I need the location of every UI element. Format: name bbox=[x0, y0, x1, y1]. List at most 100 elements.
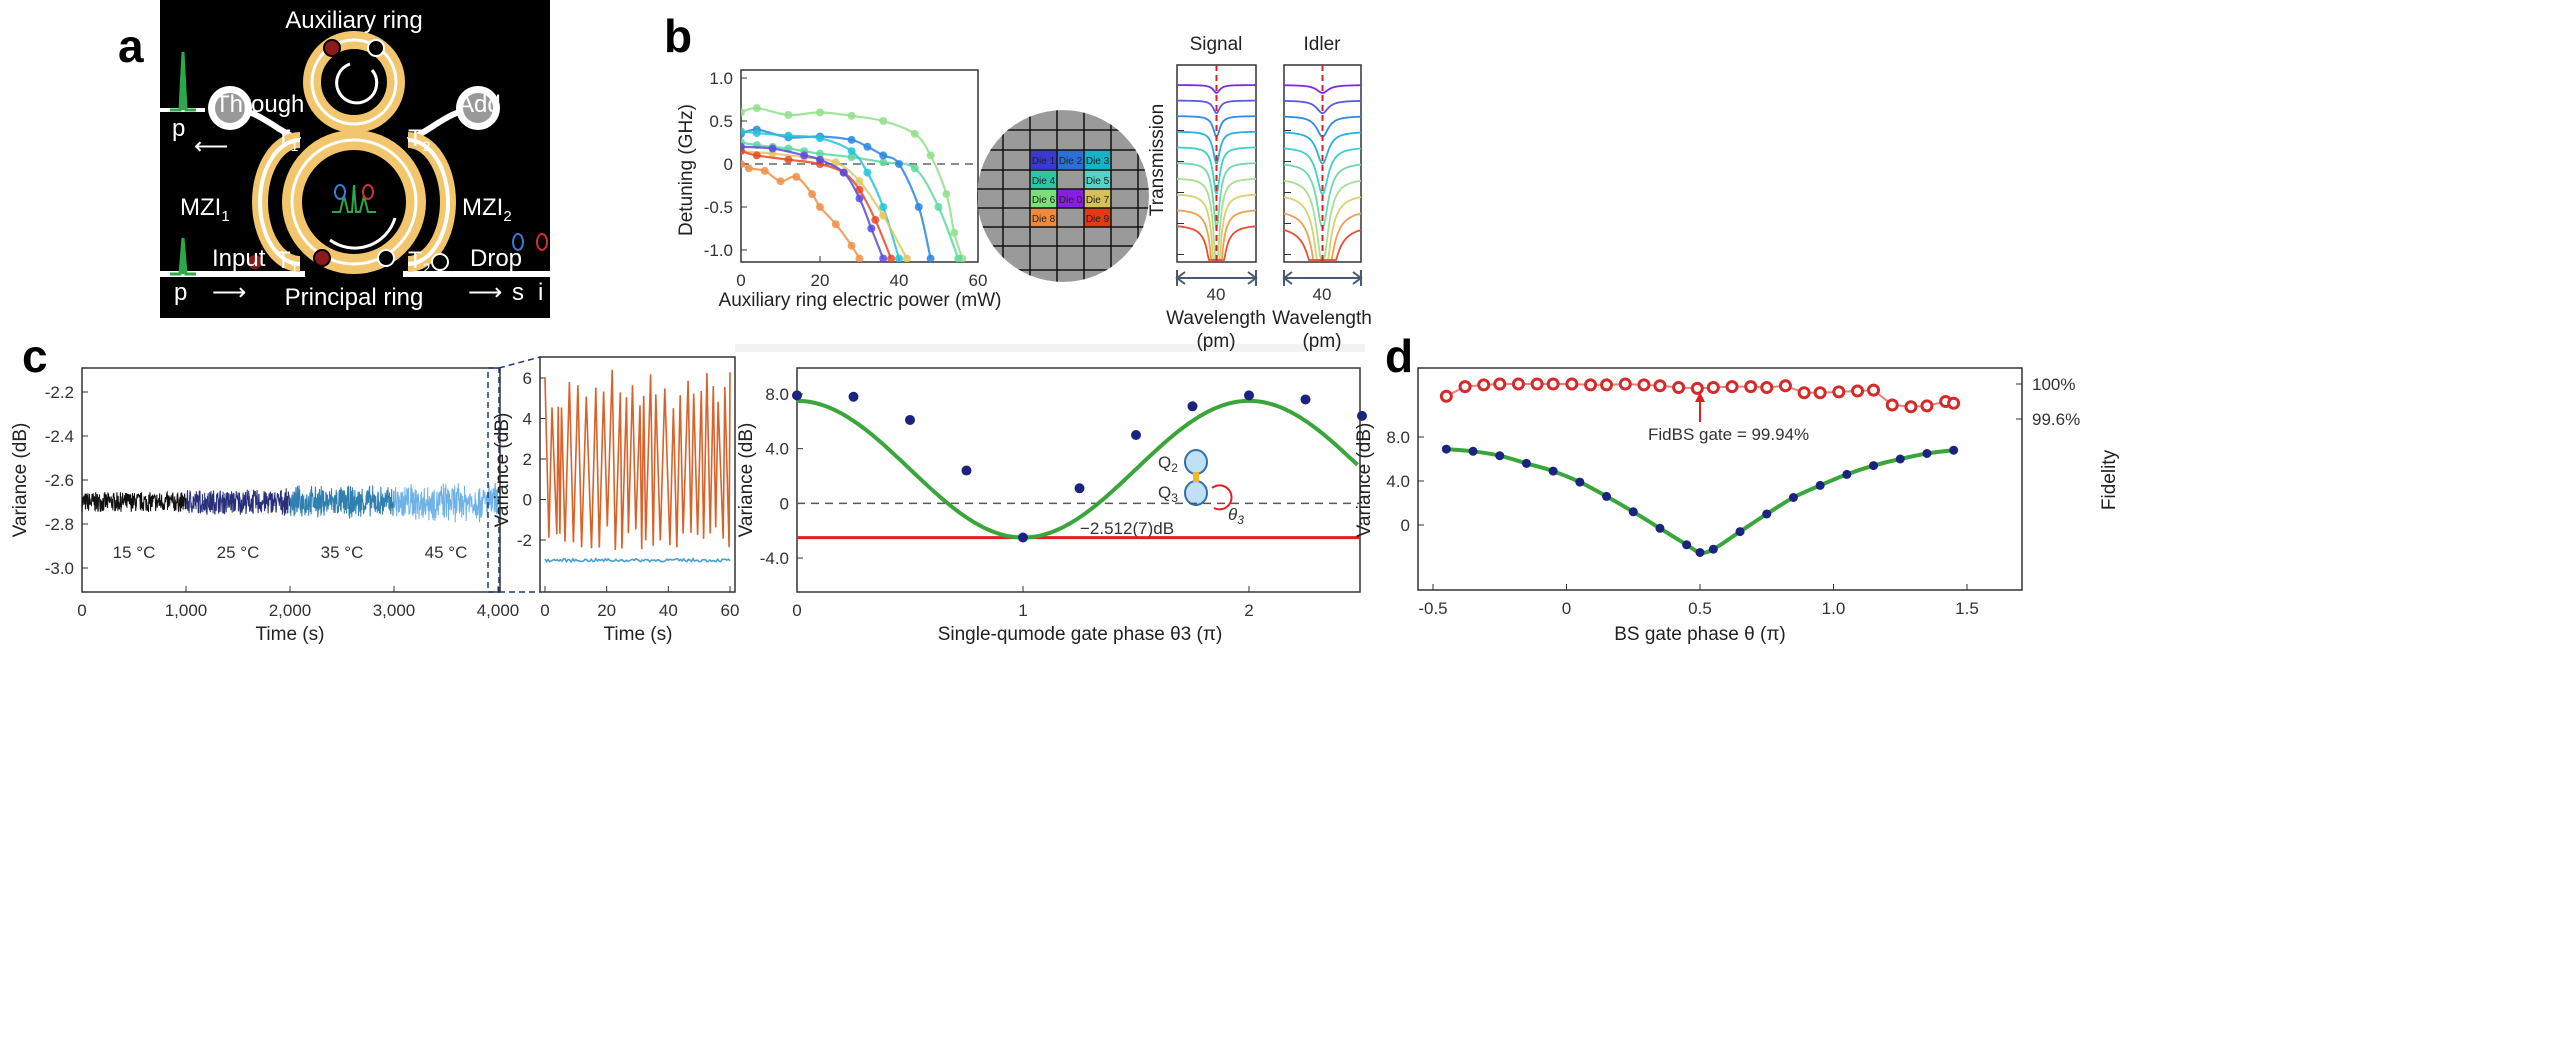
temperature-label: 15 °C bbox=[113, 543, 156, 562]
transmission-idler-chart: Idler 40 Wavelength (pm) bbox=[1272, 34, 1372, 352]
temperature-label: 25 °C bbox=[217, 543, 260, 562]
data-point bbox=[1074, 483, 1085, 494]
y-tick-label: -4.0 bbox=[760, 549, 789, 568]
detuning-point bbox=[863, 142, 872, 151]
x-tick-label: 1.0 bbox=[1822, 599, 1846, 618]
y-tick-label: -2.4 bbox=[45, 427, 74, 446]
variance-point bbox=[1468, 446, 1478, 456]
fidelity-point bbox=[1867, 383, 1881, 397]
detuning-point bbox=[784, 110, 793, 119]
detuning-point bbox=[879, 117, 888, 125]
plot-frame bbox=[539, 356, 736, 593]
detuning-point bbox=[855, 185, 864, 194]
drop-arrow-icon: ⟶ bbox=[468, 279, 502, 306]
y-tick-label: -2.2 bbox=[45, 383, 74, 402]
detuning-point bbox=[879, 158, 888, 167]
x-tick-label: 2 bbox=[1244, 601, 1253, 620]
detuning-series bbox=[741, 160, 864, 262]
detuning-point bbox=[855, 194, 864, 203]
detuning-point bbox=[847, 153, 856, 162]
x-tick-label: 60 bbox=[969, 271, 988, 290]
rotation-arrow-icon bbox=[1211, 484, 1233, 511]
detuning-point bbox=[895, 254, 903, 262]
fidelity-point bbox=[1778, 379, 1792, 393]
detuning-point bbox=[741, 127, 745, 136]
die-cell bbox=[1030, 189, 1057, 208]
t2-lower-label: T2 bbox=[408, 247, 431, 276]
auxiliary-ring-waveguide bbox=[310, 38, 398, 126]
plot-frame bbox=[1417, 367, 2023, 591]
detuning-point bbox=[887, 254, 896, 262]
y-tick-label: 0 bbox=[1401, 516, 1410, 535]
detuning-point bbox=[895, 160, 903, 168]
temperature-label: 45 °C bbox=[425, 543, 468, 562]
y-axis-label: Variance (dB) bbox=[1354, 423, 1375, 538]
y-tick-label: -2 bbox=[517, 531, 532, 550]
variance-point bbox=[1949, 445, 1959, 455]
detuning-point bbox=[926, 151, 935, 160]
variance-point bbox=[1548, 466, 1558, 476]
die-label: Die 1 bbox=[1032, 156, 1056, 167]
pump-pulse-icon bbox=[170, 51, 196, 112]
add-label: Add bbox=[458, 91, 501, 118]
fidelity-point bbox=[1530, 377, 1544, 391]
t1-upper-label: T1 bbox=[276, 125, 299, 154]
detuning-point bbox=[816, 203, 824, 211]
circulation-arrow-icon bbox=[335, 62, 379, 105]
y-tick-label: -2.8 bbox=[45, 515, 74, 534]
detuning-point bbox=[867, 224, 876, 233]
detuning-point bbox=[879, 151, 888, 160]
panel-label-c: c bbox=[22, 330, 48, 382]
data-point bbox=[1357, 410, 1367, 421]
detuning-point bbox=[800, 151, 809, 160]
transmission-trace bbox=[1283, 100, 1362, 115]
detuning-point bbox=[792, 172, 801, 181]
mzi1-waveguide bbox=[258, 138, 301, 266]
variance-point bbox=[1869, 461, 1879, 471]
data-point bbox=[848, 391, 859, 402]
principal-ring-label: Principal ring bbox=[285, 284, 424, 311]
x-axis-label: Wavelength (pm) bbox=[1166, 308, 1266, 352]
signal-mode-icon bbox=[334, 184, 346, 200]
x-axis-label: Time (s) bbox=[256, 624, 325, 645]
x-tick-label: 3,000 bbox=[373, 601, 416, 620]
variance-point bbox=[1441, 444, 1451, 454]
fidelity-point bbox=[1439, 389, 1453, 403]
x-tick-label: 0 bbox=[792, 601, 801, 620]
die-cell bbox=[1030, 208, 1057, 227]
detuning-point bbox=[816, 134, 824, 143]
detuning-point bbox=[879, 203, 888, 211]
wafer-body: Die 1 Die 2 Die 3 Die 4 Die 5 Die 6 Die 0 Die 7… bbox=[977, 110, 1149, 282]
die-cell bbox=[1057, 189, 1084, 208]
signal-label: s bbox=[512, 279, 524, 306]
fidelity-point bbox=[1511, 377, 1525, 391]
y-axis-label: Variance (dB) bbox=[736, 423, 757, 538]
fidelity-point bbox=[1546, 377, 1560, 391]
mzi2-label: MZI2 bbox=[462, 194, 512, 225]
detuning-point bbox=[879, 211, 888, 220]
x-tick-label: 2,000 bbox=[269, 601, 312, 620]
detuning-point bbox=[744, 164, 753, 173]
contact-dot bbox=[377, 249, 395, 267]
variance-point bbox=[1575, 477, 1585, 487]
detuning-point bbox=[855, 177, 864, 186]
x-tick-label: 20 bbox=[811, 271, 830, 290]
mzi1-label: MZI1 bbox=[180, 194, 230, 225]
transmission-trace bbox=[1176, 84, 1257, 94]
heater-dot bbox=[313, 249, 331, 267]
y-tick-label: 6 bbox=[523, 369, 532, 388]
fit-curve bbox=[796, 398, 1359, 540]
detuning-point bbox=[776, 177, 785, 186]
detuning-point bbox=[902, 254, 911, 262]
fidelity-point bbox=[1565, 377, 1579, 391]
through-label: Through bbox=[215, 91, 304, 118]
fidelity-point bbox=[1832, 385, 1846, 399]
signal-photon-icon bbox=[512, 233, 524, 251]
x-axis-label: Time (s) bbox=[604, 624, 673, 645]
detuning-point bbox=[934, 203, 943, 211]
idler-mode-icon bbox=[362, 184, 374, 200]
detuning-point bbox=[816, 149, 824, 158]
die-cell bbox=[1030, 170, 1057, 189]
pump-input-label: p bbox=[174, 279, 187, 306]
detuning-point bbox=[816, 108, 824, 117]
